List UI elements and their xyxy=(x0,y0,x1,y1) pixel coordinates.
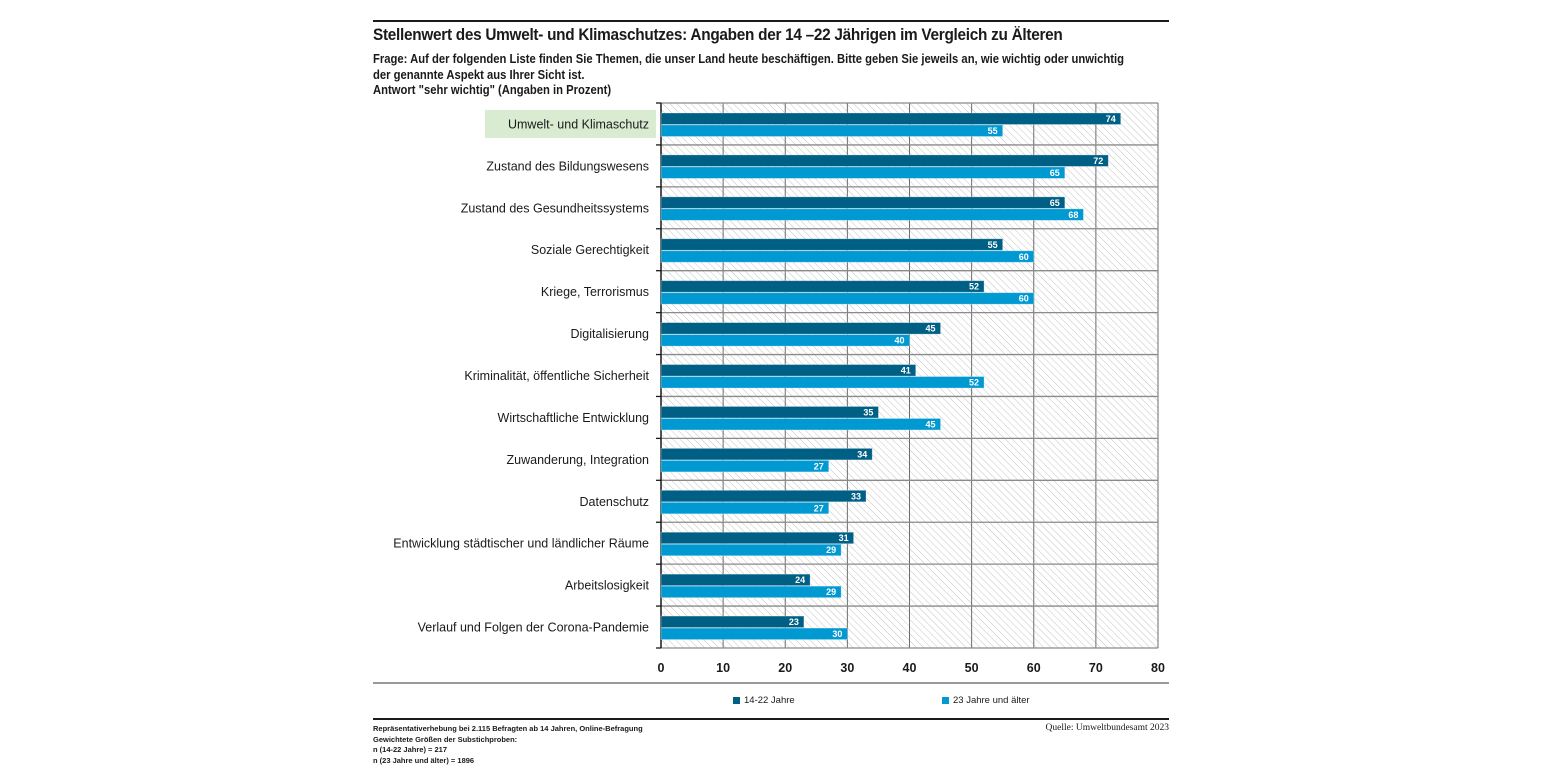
legend-item-old: 23 Jahre und älter xyxy=(942,695,1030,706)
category-label: Entwicklung städtischer und ländlicher R… xyxy=(393,537,649,551)
x-tick-label: 20 xyxy=(778,661,792,675)
data-label: 74 xyxy=(1106,114,1116,124)
bar-23-plus xyxy=(660,334,910,347)
bar-chart: 74 55 72 65 65 68 55 60 52 60 45 40 41 52 35 45 34 27 33 27… xyxy=(393,102,1165,675)
bar-23-plus xyxy=(660,250,1035,263)
bottom-rule xyxy=(373,718,1169,720)
top-rule xyxy=(373,20,1169,22)
x-axis-ticks: 0 10 20 30 40 50 60 70 80 xyxy=(658,661,1165,675)
data-label: 60 xyxy=(1019,252,1029,262)
bar-23-plus xyxy=(660,376,985,389)
data-label: 29 xyxy=(826,587,836,597)
bar-23-plus xyxy=(660,166,1066,179)
bar-23-plus xyxy=(660,585,842,599)
category-labels: Umwelt- und Klimaschutz Zustand des Bildu… xyxy=(393,117,649,634)
data-label: 72 xyxy=(1093,156,1103,166)
footnote-line: n (14-22 Jahre) = 217 xyxy=(373,745,448,754)
footnote-line: Gewichtete Größen der Substichproben: xyxy=(373,734,518,744)
footnote: Repräsentativerhebung bei 2.115 Befragte… xyxy=(373,724,643,766)
x-tick-label: 80 xyxy=(1151,661,1165,675)
data-label: 40 xyxy=(894,336,904,346)
axis-separator-rule xyxy=(373,682,1169,684)
x-tick-label: 50 xyxy=(965,661,979,675)
bar-23-plus xyxy=(660,208,1084,221)
category-label: Wirtschaftliche Entwicklung xyxy=(498,411,649,425)
bar-23-plus xyxy=(660,124,1004,137)
bar-14-22 xyxy=(660,154,1109,167)
data-label: 55 xyxy=(988,126,998,136)
category-label: Zustand des Bildungswesens xyxy=(486,159,649,173)
category-label: Kriminalität, öffentliche Sicherheit xyxy=(464,369,649,383)
bar-23-plus xyxy=(660,292,1035,305)
highlight-layer xyxy=(485,109,656,138)
legend-item-young: 14-22 Jahre xyxy=(733,695,795,706)
bars: 74 55 72 65 65 68 55 60 52 60 45 40 41 52 35 45 34 27 33 27… xyxy=(660,112,1122,640)
bar-14-22 xyxy=(660,615,805,628)
category-label: Verlauf und Folgen der Corona-Pandemie xyxy=(418,621,649,635)
x-tick-label: 60 xyxy=(1027,661,1041,675)
bar-23-plus xyxy=(660,501,830,515)
chart-title: Stellenwert des Umwelt- und Klimaschutze… xyxy=(373,26,1063,44)
bar-14-22 xyxy=(660,112,1122,125)
data-label: 35 xyxy=(863,407,873,417)
bar-14-22 xyxy=(660,406,879,419)
category-label: Datenschutz xyxy=(580,495,649,509)
data-label: 45 xyxy=(926,419,936,429)
bar-14-22 xyxy=(660,280,985,293)
category-label: Zustand des Gesundheitssystems xyxy=(461,201,649,215)
data-label: 24 xyxy=(795,575,805,585)
bar-14-22 xyxy=(660,573,811,587)
source-note: Quelle: Umweltbundesamt 2023 xyxy=(1045,723,1169,733)
bar-14-22 xyxy=(660,447,873,461)
x-tick-label: 70 xyxy=(1089,661,1103,675)
data-label: 65 xyxy=(1050,168,1060,178)
x-tick-label: 30 xyxy=(840,661,854,675)
legend-swatch-young xyxy=(733,697,740,704)
category-label: Digitalisierung xyxy=(570,327,649,341)
highlight-box xyxy=(485,109,656,138)
x-tick-label: 0 xyxy=(658,661,665,675)
footnote-line: n (23 Jahre und älter) = 1896 xyxy=(373,755,475,765)
data-label: 55 xyxy=(988,240,998,250)
data-label: 27 xyxy=(814,461,824,471)
category-label: Kriege, Terrorismus xyxy=(541,285,649,299)
data-label: 52 xyxy=(969,378,979,388)
legend: 14-22 Jahre 23 Jahre und älter xyxy=(0,695,1545,711)
x-tick-label: 40 xyxy=(903,661,917,675)
legend-label-young: 14-22 Jahre xyxy=(744,695,795,706)
category-label: Zuwanderung, Integration xyxy=(507,453,650,467)
data-label: 60 xyxy=(1019,294,1029,304)
category-label: Umwelt- und Klimaschutz xyxy=(508,117,649,131)
data-label: 33 xyxy=(851,491,861,501)
data-label: 27 xyxy=(814,503,824,513)
x-tick-label: 10 xyxy=(716,661,730,675)
category-label: Soziale Gerechtigkeit xyxy=(531,243,650,257)
bar-23-plus xyxy=(660,459,830,473)
legend-swatch-old xyxy=(942,697,949,704)
bar-23-plus xyxy=(660,418,941,431)
bar-14-22 xyxy=(660,322,941,335)
bar-14-22 xyxy=(660,364,917,377)
bar-23-plus xyxy=(660,543,842,557)
legend-label-old: 23 Jahre und älter xyxy=(953,695,1030,706)
survey-question: Frage: Auf der folgenden Liste finden Si… xyxy=(373,52,1124,82)
data-label: 65 xyxy=(1050,198,1060,208)
data-label: 29 xyxy=(826,545,836,555)
bar-23-plus xyxy=(660,627,848,640)
bar-14-22 xyxy=(660,196,1066,209)
data-label: 68 xyxy=(1068,210,1078,220)
data-label: 30 xyxy=(832,629,842,639)
bar-14-22 xyxy=(660,489,867,503)
data-label: 45 xyxy=(926,324,936,334)
answer-note: Antwort "sehr wichtig" (Angaben in Proze… xyxy=(373,83,612,97)
data-label: 31 xyxy=(839,533,849,543)
bar-14-22 xyxy=(660,238,1004,251)
data-label: 34 xyxy=(857,449,867,459)
footnote-line: Repräsentativerhebung bei 2.115 Befragte… xyxy=(373,724,643,733)
data-label: 52 xyxy=(969,282,979,292)
data-label: 41 xyxy=(901,366,911,376)
bar-14-22 xyxy=(660,531,854,545)
category-label: Arbeitslosigkeit xyxy=(565,579,650,593)
data-label: 23 xyxy=(789,617,799,627)
